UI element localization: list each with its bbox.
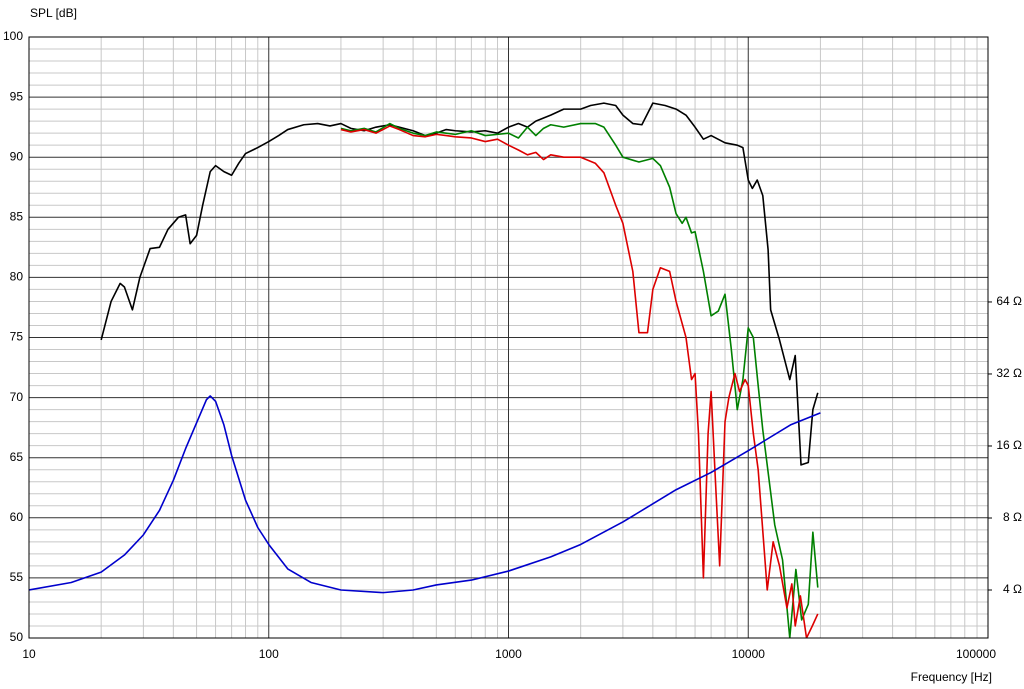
x-axis-label: Frequency [Hz] bbox=[911, 670, 992, 684]
y2-tick-label: 32 Ω bbox=[996, 366, 1022, 380]
x-tick-label: 10 bbox=[22, 647, 36, 661]
y2-tick-label: 16 Ω bbox=[996, 438, 1022, 452]
y-tick-label: 65 bbox=[10, 450, 24, 464]
y2-tick-label: 8 Ω bbox=[1003, 510, 1022, 524]
plot-frame bbox=[28, 36, 989, 639]
y-tick-label: 90 bbox=[10, 149, 24, 163]
x-tick-label: 1000 bbox=[495, 647, 522, 661]
y-tick-label: 60 bbox=[10, 510, 24, 524]
grid bbox=[28, 36, 989, 639]
x-tick-label: 10000 bbox=[732, 647, 766, 661]
series-line bbox=[340, 122, 819, 638]
plot-lines bbox=[29, 102, 821, 638]
y-tick-label: 80 bbox=[10, 270, 24, 284]
y-tick-label: 95 bbox=[10, 89, 24, 103]
y-tick-label: 75 bbox=[10, 330, 24, 344]
y-tick-label: 55 bbox=[10, 570, 24, 584]
y-axis-label: SPL [dB] bbox=[30, 6, 77, 20]
y-tick-label: 85 bbox=[10, 209, 24, 223]
y2-tick-label: 4 Ω bbox=[1003, 582, 1022, 596]
x-tick-label: 100000 bbox=[956, 647, 996, 661]
series-line bbox=[340, 125, 819, 638]
series-line bbox=[100, 102, 819, 466]
series-line bbox=[29, 395, 821, 594]
y2-tick-label: 64 Ω bbox=[996, 294, 1022, 308]
y-tick-label: 100 bbox=[3, 29, 23, 43]
y-tick-label: 50 bbox=[10, 630, 24, 644]
y-tick-label: 70 bbox=[10, 390, 24, 404]
x-tick-label: 100 bbox=[259, 647, 279, 661]
